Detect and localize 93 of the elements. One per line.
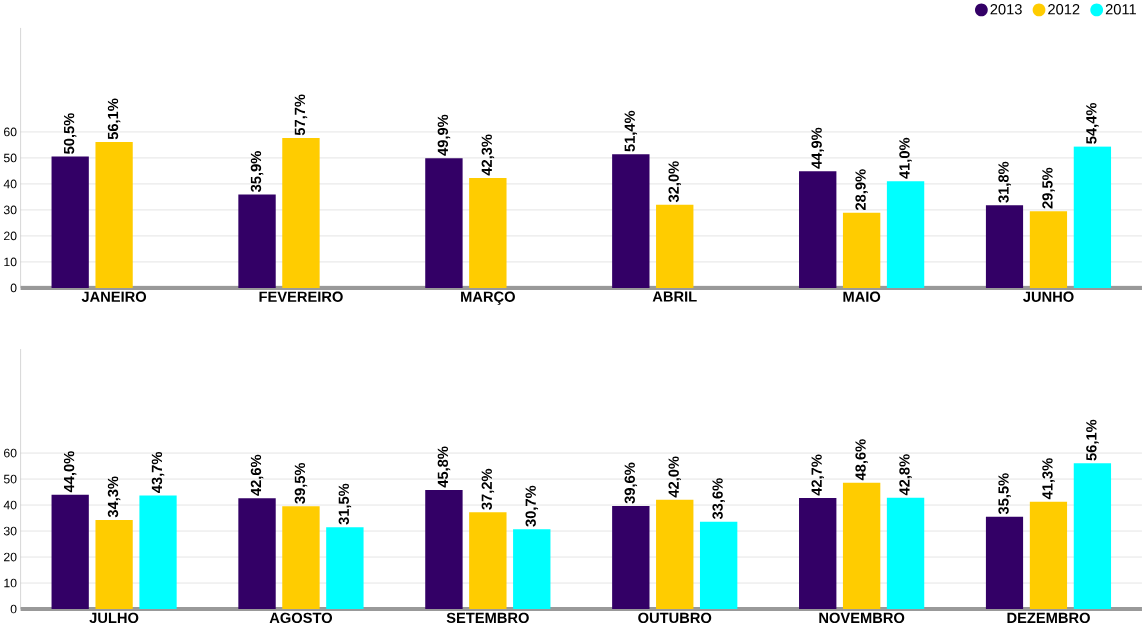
y-tick-label: 30 (3, 526, 17, 536)
x-tick-label: ABRIL (652, 291, 697, 302)
bar (886, 497, 925, 609)
data-label: 35,9% (250, 150, 264, 192)
bar (1073, 462, 1112, 609)
bar (842, 212, 881, 288)
x-tick-label: JANEIRO (81, 291, 147, 302)
bar (612, 505, 650, 609)
bar (656, 499, 694, 609)
x-tick-label: MARÇO (461, 291, 515, 305)
data-label: 42,8% (899, 454, 912, 496)
data-label: 42,6% (250, 454, 264, 496)
y-tick-label: 60 (4, 127, 17, 137)
y-tick-label: 40 (3, 500, 17, 510)
bar (95, 519, 133, 609)
y-tick-label: 30 (3, 205, 17, 215)
y-tick-label: 0 (10, 604, 17, 614)
data-label: 50,5% (63, 112, 77, 154)
bar (51, 156, 89, 288)
bar (1029, 211, 1068, 288)
legend-label: 2011 (1105, 3, 1136, 15)
data-label: 43,7% (151, 451, 165, 493)
bar (842, 482, 881, 609)
legend-label: 2012 (1048, 3, 1080, 15)
bar (139, 495, 177, 609)
data-label: 28,9% (855, 169, 868, 210)
data-label: 33,6% (712, 478, 725, 519)
data-label: 31,8% (998, 161, 1011, 203)
bar (612, 154, 650, 288)
data-label: 41,3% (1042, 457, 1055, 499)
bar (469, 512, 507, 609)
y-tick-label: 0 (10, 283, 17, 293)
bar (238, 498, 276, 609)
data-label: 56,1% (1086, 419, 1099, 461)
x-tick-label: JULHO (89, 612, 139, 623)
x-tick-label: FEVEREIRO (259, 291, 343, 302)
data-label: 44,0% (63, 450, 77, 492)
data-label: 51,4% (624, 110, 638, 152)
bar (985, 205, 1024, 288)
bar (425, 157, 463, 288)
data-label: 39,6% (624, 462, 638, 504)
data-label: 31,5% (338, 483, 352, 525)
data-label: 44,9% (811, 127, 824, 169)
x-tick-label: MAIO (843, 291, 881, 302)
y-tick-label: 40 (3, 179, 17, 189)
data-label: 34,3% (107, 476, 121, 518)
x-tick-label: NOVEMBRO (819, 612, 905, 623)
bar (425, 489, 463, 609)
bar (51, 494, 89, 609)
data-label: 37,2% (481, 468, 495, 510)
data-label: 42,7% (811, 454, 824, 496)
data-label: 30,7% (525, 485, 539, 527)
y-tick-label: 10 (4, 257, 17, 267)
bar (699, 521, 738, 609)
y-tick-label: 10 (4, 578, 17, 588)
bar (886, 181, 925, 288)
data-label: 32,0% (668, 161, 681, 202)
bar (656, 204, 694, 288)
bar (513, 529, 551, 609)
bar (238, 194, 276, 288)
bar (282, 137, 320, 288)
x-tick-label: AGOSTO (269, 612, 333, 623)
bar (799, 497, 837, 609)
data-label: 41,0% (899, 137, 912, 179)
bar (282, 506, 320, 609)
data-label: 35,5% (998, 473, 1011, 514)
bar (469, 177, 507, 288)
data-label: 42,0% (668, 456, 681, 498)
x-tick-label: SETEMBRO (446, 612, 529, 623)
bar (985, 516, 1024, 609)
data-label: 45,8% (437, 446, 451, 488)
y-tick-label: 50 (3, 474, 17, 484)
bar (95, 141, 133, 288)
data-label: 49,9% (437, 114, 451, 156)
data-label: 54,4% (1086, 102, 1099, 144)
y-tick-label: 20 (4, 231, 17, 241)
y-tick-label: 50 (3, 153, 17, 163)
y-tick-label: 60 (4, 448, 17, 458)
data-label: 39,5% (294, 462, 308, 504)
data-label: 29,5% (1042, 167, 1055, 209)
bar (1029, 501, 1068, 609)
data-label: 57,7% (294, 94, 308, 135)
bar (799, 170, 837, 288)
x-tick-label: DEZEMBRO (1007, 612, 1090, 623)
bar (1073, 146, 1112, 288)
y-tick-label: 20 (4, 552, 17, 562)
bar (326, 526, 364, 609)
x-tick-label: OUTUBRO (638, 612, 712, 623)
legend-label: 2013 (990, 3, 1022, 15)
data-label: 48,6% (855, 439, 868, 481)
data-label: 56,1% (107, 98, 121, 140)
x-tick-label: JUNHO (1023, 291, 1074, 302)
data-label: 42,3% (481, 134, 495, 176)
